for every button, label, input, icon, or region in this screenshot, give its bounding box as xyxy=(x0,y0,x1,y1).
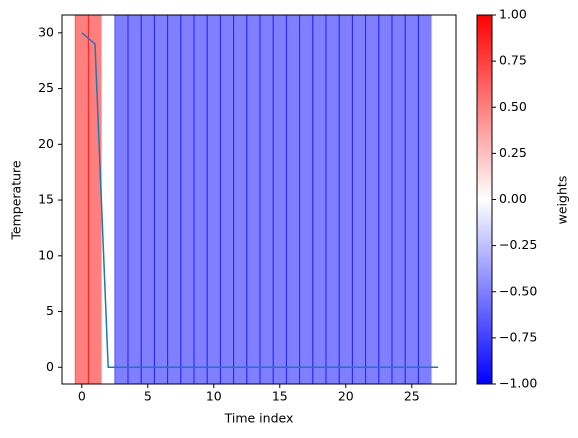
weight-span xyxy=(391,14,406,385)
colorbar-tick-label: −0.25 xyxy=(499,237,537,252)
weight-span xyxy=(378,14,393,385)
y-tick-label: 10 xyxy=(38,247,54,262)
weight-span xyxy=(233,14,248,385)
weight-span xyxy=(259,14,274,385)
x-tick-label: 25 xyxy=(404,389,420,404)
weight-span xyxy=(312,14,327,385)
weight-span xyxy=(285,14,301,385)
y-tick-label: 15 xyxy=(38,192,54,207)
weight-span xyxy=(74,14,89,385)
colorbar-tick-label: −0.50 xyxy=(499,283,537,298)
weight-span xyxy=(325,14,340,385)
colorbar-label: weights xyxy=(555,176,570,225)
x-tick-label: 0 xyxy=(78,389,86,404)
weight-span xyxy=(180,14,195,385)
weight-span xyxy=(193,14,208,385)
weight-span xyxy=(206,14,221,385)
weight-span xyxy=(431,14,446,385)
weight-span xyxy=(404,14,419,385)
x-tick-label: 10 xyxy=(206,389,222,404)
colorbar-tick-label: 0.75 xyxy=(499,53,527,68)
weight-span xyxy=(101,14,116,385)
y-tick-label: 25 xyxy=(38,80,54,95)
weight-span xyxy=(219,14,235,385)
weight-span xyxy=(351,14,367,385)
weight-span xyxy=(246,14,261,385)
y-tick-label: 0 xyxy=(46,359,54,374)
colorbar-tick-label: 0.00 xyxy=(499,191,527,206)
x-tick-label: 20 xyxy=(338,389,354,404)
weight-span xyxy=(338,14,353,385)
plot-frame xyxy=(61,14,457,385)
colorbar-tick-label: −0.75 xyxy=(499,329,537,344)
x-axis-label: Time index xyxy=(224,411,294,426)
weight-span xyxy=(417,14,433,385)
weight-span xyxy=(299,14,314,385)
line-series xyxy=(81,32,439,369)
weight-span xyxy=(365,14,380,385)
y-axis-label: Temperature xyxy=(9,160,24,240)
y-tick-label: 5 xyxy=(46,303,54,318)
colorbar xyxy=(476,14,493,385)
colorbar-tick-label: −1.00 xyxy=(499,376,537,391)
weight-span xyxy=(140,14,155,385)
colorbar-tick-label: 0.25 xyxy=(499,145,527,160)
weight-span xyxy=(272,14,287,385)
weight-span xyxy=(167,14,182,385)
x-tick-label: 15 xyxy=(272,389,288,404)
x-tick-label: 5 xyxy=(144,389,152,404)
weight-span xyxy=(87,14,103,385)
weight-span xyxy=(127,14,142,385)
y-tick-label: 20 xyxy=(38,136,54,151)
colorbar-tick-label: 1.00 xyxy=(499,7,527,22)
weight-span xyxy=(114,14,129,385)
weight-span xyxy=(153,14,169,385)
y-tick-label: 30 xyxy=(38,24,54,39)
colorbar-tick-label: 0.50 xyxy=(499,99,527,114)
